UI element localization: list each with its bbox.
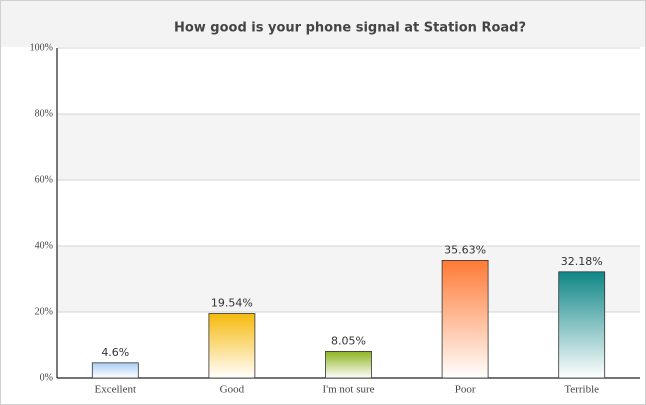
title-area xyxy=(1,1,645,47)
data-label: 19.54% xyxy=(211,297,253,310)
y-tick-label: 80% xyxy=(35,108,53,119)
data-label: 8.05% xyxy=(331,334,366,347)
data-label: 32.18% xyxy=(561,255,603,268)
y-tick-label: 60% xyxy=(35,174,53,185)
y-tick-label: 0% xyxy=(40,372,53,383)
bar xyxy=(91,362,139,379)
chart-title: How good is your phone signal at Station… xyxy=(174,21,526,36)
data-label: 35.63% xyxy=(444,243,486,256)
y-tick-label: 100% xyxy=(30,42,53,53)
x-tick-label: I'm not sure xyxy=(322,384,374,396)
x-tick-label: Good xyxy=(220,384,245,396)
bar xyxy=(441,260,489,379)
x-tick-label: Poor xyxy=(455,384,476,396)
x-tick-label: Excellent xyxy=(95,384,137,396)
plot-background xyxy=(57,48,640,378)
plot-band xyxy=(57,114,640,180)
bar xyxy=(208,313,256,379)
bar xyxy=(325,351,372,379)
y-tick-label: 20% xyxy=(35,306,53,317)
y-tick-label: 40% xyxy=(35,240,53,251)
data-label: 4.6% xyxy=(101,346,129,359)
plot-band xyxy=(57,246,640,312)
x-tick-label: Terrible xyxy=(564,384,599,396)
bar xyxy=(558,271,606,379)
